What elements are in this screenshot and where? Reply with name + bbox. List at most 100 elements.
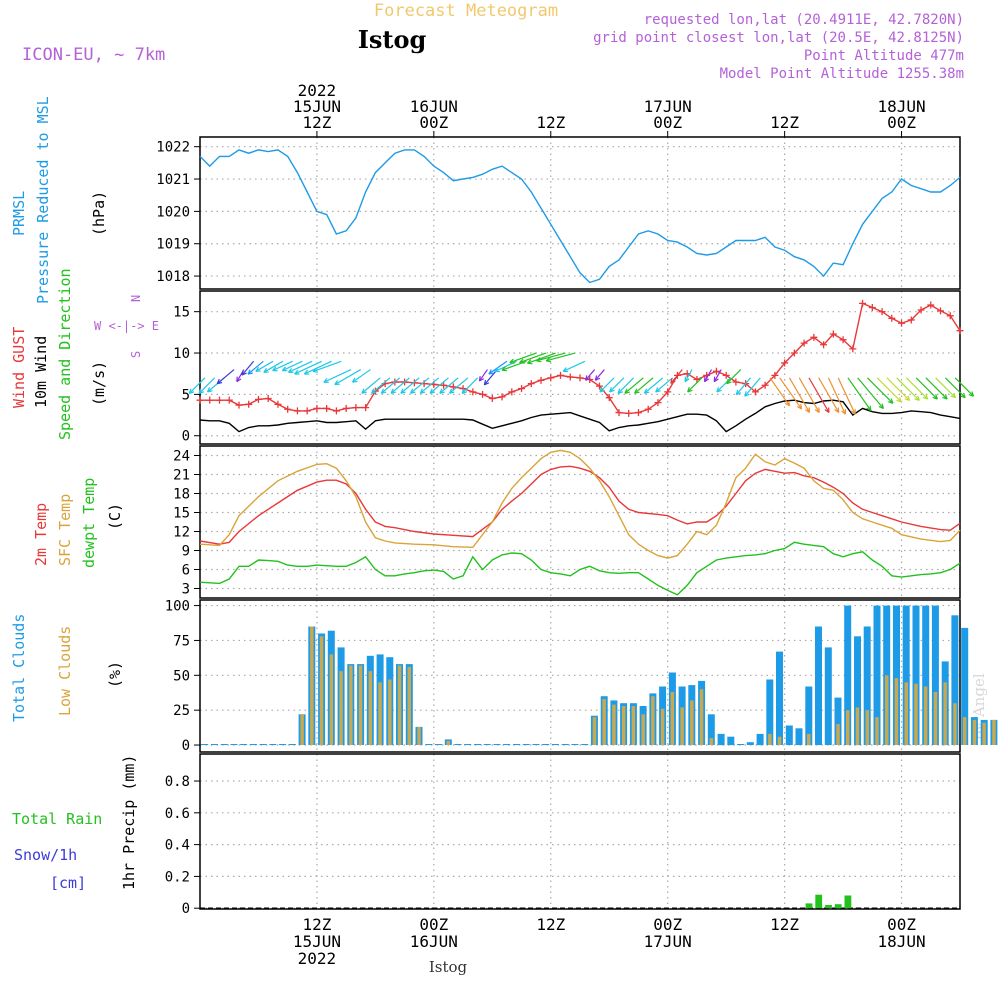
y-tick-label: 75 — [173, 633, 190, 649]
precip-ylabel: 1hr Precip (mm) — [120, 755, 138, 890]
wind-arrow-head — [634, 391, 640, 394]
time-label-bottom: 12Z — [302, 915, 331, 934]
wind-arrow-head — [670, 378, 673, 384]
wind-arrow-head — [834, 409, 840, 413]
total-cloud-bar — [795, 728, 803, 745]
wind-arrow — [867, 377, 894, 404]
wind-arrow-shaft — [905, 377, 929, 400]
gust-marker — [644, 405, 652, 413]
total-cloud-bar — [561, 744, 569, 745]
wind-arrow-shaft — [716, 377, 732, 393]
y-tick-label: 1020 — [156, 204, 190, 220]
low-cloud-bar — [641, 714, 645, 745]
gust-marker — [654, 399, 662, 407]
wind-arrow-head — [188, 388, 192, 394]
total-cloud-bar — [815, 626, 822, 745]
wind-arrow-head — [960, 395, 966, 399]
low-cloud-bar — [680, 707, 684, 746]
wind-arrow-head — [323, 377, 328, 383]
gust-marker — [790, 349, 798, 357]
wind-arrow-head — [361, 388, 365, 394]
wind-arrow-head — [352, 380, 358, 383]
wind-arrow-head — [869, 405, 872, 411]
low-cloud-bar — [631, 706, 636, 745]
total-cloud-bar — [717, 733, 725, 746]
wind-arrow-head — [494, 367, 499, 372]
wind-arrow — [303, 360, 332, 375]
low-cloud-bar — [846, 710, 850, 746]
wind-arrow-head — [484, 382, 490, 386]
low-cloud-bar — [982, 722, 986, 745]
low-cloud-bar — [690, 700, 694, 745]
total-cloud-bar — [259, 744, 267, 745]
wind-arrow-head — [483, 379, 487, 386]
precip-panel — [194, 753, 961, 910]
wind-arrow-head — [904, 398, 910, 402]
total-cloud-bar — [893, 605, 900, 745]
wind-arrow — [599, 377, 615, 393]
wind-arrow — [905, 377, 929, 400]
wind-arrow — [380, 377, 401, 394]
wind-arrow — [419, 377, 440, 394]
low-cloud-bar — [602, 699, 606, 745]
wind-arrow-head — [866, 407, 872, 412]
rain-bar — [815, 894, 823, 909]
wind-arrow — [545, 352, 576, 363]
wind-arrow-shaft — [545, 352, 576, 362]
wind-arrow — [624, 377, 644, 394]
wind-arrow — [915, 377, 938, 400]
wind-arrow — [744, 377, 761, 397]
gust-marker — [342, 404, 350, 412]
gust-marker — [888, 314, 896, 322]
time-label-bottom: 16JUN — [410, 932, 458, 951]
rain-bar — [834, 904, 842, 909]
low-cloud-bar — [388, 679, 392, 745]
model-altitude: Model Point Altitude 1255.38m — [720, 66, 964, 82]
gust-marker — [751, 388, 759, 396]
wind-arrow-head — [609, 389, 615, 393]
wind-arrow-head — [429, 388, 433, 394]
wind-arrow-shaft — [944, 377, 966, 399]
temp2m-line — [199, 465, 961, 545]
time-label-top: 2022 — [298, 81, 337, 100]
pressure-unit: (hPa) — [90, 191, 108, 236]
gust-marker — [712, 367, 720, 375]
wind-arrow-shaft — [255, 360, 274, 372]
clouds-panel — [194, 599, 961, 753]
low-cloud-bar — [992, 719, 996, 745]
wind-arrow-head — [216, 378, 220, 384]
requested-coords: requested lon,lat (20.4911E, 42.7820N) — [644, 12, 964, 28]
wind-arrow — [655, 377, 673, 393]
total-cloud-bar — [805, 686, 813, 746]
gust-marker — [352, 404, 360, 412]
wind-arrow-head — [449, 391, 455, 394]
clouds-label-total: Total Clouds — [10, 614, 28, 722]
wind-arrow-head — [716, 389, 722, 393]
wind-arrow-shaft — [684, 369, 693, 382]
gust-marker — [410, 379, 418, 387]
wind-arrow-head — [788, 400, 791, 406]
low-cloud-bar — [768, 733, 772, 746]
wind-arrow — [634, 377, 654, 394]
total-cloud-bar — [279, 744, 287, 745]
total-cloud-bar — [824, 647, 832, 745]
total-cloud-bar — [863, 626, 871, 745]
total-cloud-bar — [269, 744, 277, 745]
wind-arrow — [954, 377, 975, 397]
wind-arrow — [735, 377, 751, 396]
wind-arrow — [857, 377, 884, 410]
compass-n: N — [129, 295, 143, 302]
wind-arrow — [769, 377, 791, 407]
wind-arrow-head — [624, 391, 630, 394]
low-cloud-bar — [777, 736, 782, 746]
gust-marker — [868, 304, 876, 312]
dewpt-line — [199, 541, 961, 596]
gust-marker — [898, 319, 906, 327]
total-cloud-bar — [873, 605, 881, 745]
wind-arrow — [247, 360, 264, 375]
wind-arrow-head — [796, 406, 802, 410]
wind-arrow-shaft — [808, 377, 830, 413]
wind-arrow-head — [643, 388, 648, 394]
wind-arrow-head — [419, 388, 423, 394]
wind-arrow-shaft — [599, 377, 615, 393]
